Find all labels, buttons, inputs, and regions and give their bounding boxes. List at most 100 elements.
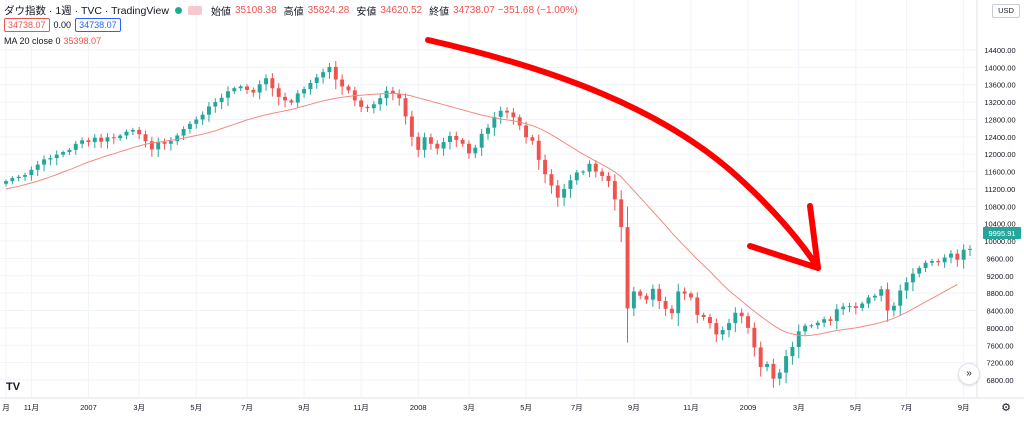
candle-body xyxy=(803,325,808,332)
time-axis[interactable]: 月 11月 2007 3月 5月 7月 9月 11月 2008 3月 5月 7月 9月 11月 2009 3月… xyxy=(2,403,969,412)
x-tick-label: 7月 xyxy=(571,403,583,412)
candle-body xyxy=(270,78,275,89)
candle-body xyxy=(4,181,8,184)
x-tick-label: 7月 xyxy=(901,403,913,412)
x-tick-label: 2009 xyxy=(740,403,757,412)
candle-body xyxy=(428,137,433,144)
candle-up xyxy=(492,111,497,136)
candle-up xyxy=(942,254,947,268)
candle-up xyxy=(61,150,66,158)
candle-body xyxy=(688,293,693,298)
candle-body xyxy=(314,77,319,83)
open-label: 始値 xyxy=(210,7,231,18)
candle-body xyxy=(333,66,338,80)
candle-body xyxy=(327,66,332,73)
candle-body xyxy=(777,372,782,379)
candle-body xyxy=(841,306,846,310)
candle-body xyxy=(714,323,719,335)
candle-down xyxy=(99,133,104,148)
x-tick-label: 5月 xyxy=(520,403,532,412)
candle-body xyxy=(904,282,909,291)
indicator-legend[interactable]: MA 20 close 0 35398.07 xyxy=(4,36,101,46)
candle-body xyxy=(682,291,687,294)
candle-down xyxy=(739,308,744,324)
candle-body xyxy=(137,129,142,135)
candle-up xyxy=(4,179,8,187)
candle-up xyxy=(226,86,230,106)
candle-up xyxy=(923,260,928,273)
candle-up xyxy=(371,101,376,114)
candle-body xyxy=(251,89,256,93)
candle-up xyxy=(54,150,59,166)
red-arrow-head xyxy=(747,203,821,271)
x-tick-label: 11月 xyxy=(354,403,369,412)
candle-body xyxy=(619,199,624,228)
candle-down xyxy=(593,160,598,178)
candle-down xyxy=(454,131,459,148)
candle-up xyxy=(949,250,953,264)
x-tick-label: 月 xyxy=(2,403,10,412)
tradingview-logo-icon[interactable]: TV xyxy=(6,381,21,393)
double-chevron-right-icon[interactable]: » xyxy=(958,363,980,385)
candle-down xyxy=(612,174,617,211)
candle-down xyxy=(606,172,611,188)
candle-body xyxy=(371,104,376,109)
candle-down xyxy=(416,132,421,158)
candle-up xyxy=(574,169,579,185)
candle-down xyxy=(149,136,154,157)
candle-down xyxy=(955,249,960,267)
candle-down xyxy=(530,134,535,145)
close-label: 終値 xyxy=(429,7,450,18)
candle-up xyxy=(156,137,161,157)
candle-up xyxy=(917,265,922,278)
candle-down xyxy=(524,121,529,144)
candle-body xyxy=(479,133,484,148)
candle-body xyxy=(929,261,934,263)
symbol-title[interactable]: ダウ指数 · 1週 · TVC · TradingView xyxy=(4,5,169,17)
candle-body xyxy=(968,248,972,250)
candle-body xyxy=(517,117,522,126)
y-tick-label: 6800.00 xyxy=(986,376,1013,385)
buy-button[interactable]: 34738.07 xyxy=(75,18,121,32)
market-status-icon xyxy=(174,7,182,14)
candle-body xyxy=(898,290,903,306)
last-price-badge: 9995.91 xyxy=(983,227,1021,239)
flag-icon[interactable] xyxy=(187,6,202,15)
candle-down xyxy=(828,316,833,326)
candle-up xyxy=(834,304,839,330)
candle-body xyxy=(295,93,300,103)
candle-body xyxy=(346,86,351,91)
candle-body xyxy=(460,139,465,144)
candle-body xyxy=(54,154,59,159)
candle-up xyxy=(866,294,871,308)
grid xyxy=(0,0,977,398)
candle-up xyxy=(16,174,21,182)
candle-body xyxy=(302,89,307,94)
chart-legend-header: ダウ指数 · 1週 · TVC · TradingView 始値 35108.3… xyxy=(4,3,578,18)
currency-button[interactable]: USD xyxy=(992,4,1020,18)
close-value: 34738.07 −351.68 (−1.00%) xyxy=(453,5,578,16)
candle-body xyxy=(815,322,820,326)
candle-down xyxy=(885,282,890,322)
price-axis[interactable]: 6800.00 7200.00 7600.00 8000.00 8400.00 8800.… xyxy=(984,46,1015,385)
candle-down xyxy=(758,341,763,377)
candle-body xyxy=(416,136,421,150)
x-tick-label: 5月 xyxy=(850,403,862,412)
candle-body xyxy=(955,253,960,260)
candle-body xyxy=(42,159,47,165)
candle-down xyxy=(708,313,712,329)
candle-up xyxy=(587,160,592,178)
candle-down xyxy=(746,312,750,334)
gear-icon[interactable]: ⚙ xyxy=(1001,402,1011,414)
candle-body xyxy=(644,295,649,300)
candle-body xyxy=(257,84,262,93)
candle-up xyxy=(733,307,738,333)
candle-body xyxy=(124,131,129,136)
y-tick-label: 14000.00 xyxy=(984,63,1015,72)
candle-body xyxy=(910,273,915,283)
candle-up xyxy=(384,86,389,106)
candle-body xyxy=(175,135,180,142)
sell-button[interactable]: 34738.07 xyxy=(4,18,50,32)
